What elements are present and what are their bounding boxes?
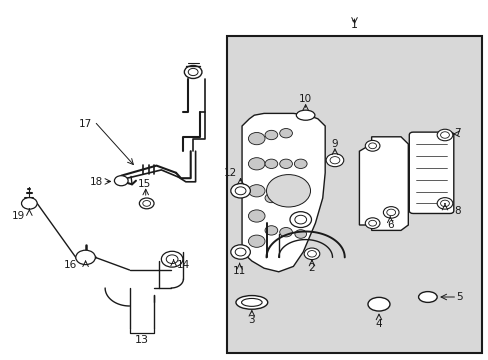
Circle shape (142, 201, 150, 206)
Circle shape (325, 154, 343, 167)
Ellipse shape (241, 298, 262, 306)
Circle shape (248, 235, 264, 247)
Circle shape (436, 129, 452, 141)
Circle shape (230, 184, 250, 198)
Circle shape (279, 159, 292, 168)
Circle shape (440, 200, 448, 207)
Circle shape (294, 230, 306, 238)
Circle shape (386, 209, 395, 216)
Polygon shape (242, 113, 325, 272)
Circle shape (368, 143, 376, 149)
Text: 19: 19 (12, 211, 25, 221)
Circle shape (21, 198, 37, 209)
Circle shape (294, 215, 306, 224)
Text: 12: 12 (224, 168, 237, 178)
Ellipse shape (236, 296, 267, 309)
Circle shape (188, 68, 198, 76)
Circle shape (166, 255, 178, 264)
Circle shape (304, 248, 319, 260)
Bar (227, 36, 481, 353)
Text: 2: 2 (308, 263, 315, 273)
Circle shape (114, 176, 128, 186)
Circle shape (365, 140, 379, 151)
Circle shape (248, 185, 264, 197)
Ellipse shape (296, 110, 314, 120)
Circle shape (307, 251, 316, 257)
Text: 14: 14 (176, 260, 190, 270)
Circle shape (264, 226, 277, 235)
Circle shape (235, 187, 245, 195)
Circle shape (279, 228, 292, 237)
Text: 18: 18 (90, 177, 103, 187)
Text: 9: 9 (331, 139, 338, 149)
Text: 16: 16 (64, 260, 78, 270)
Circle shape (383, 207, 398, 218)
Circle shape (279, 190, 292, 199)
Text: 1: 1 (350, 20, 357, 30)
Circle shape (235, 248, 245, 256)
Circle shape (161, 251, 183, 267)
Text: 4: 4 (375, 319, 382, 329)
Circle shape (230, 245, 250, 259)
Circle shape (440, 132, 448, 138)
Text: 5: 5 (455, 292, 462, 302)
Circle shape (294, 159, 306, 168)
Circle shape (436, 198, 452, 209)
Text: 8: 8 (453, 206, 460, 216)
Text: 11: 11 (232, 266, 246, 276)
Circle shape (266, 175, 310, 207)
Text: 17: 17 (79, 119, 92, 129)
Circle shape (264, 159, 277, 168)
Text: 7: 7 (453, 128, 460, 138)
Circle shape (248, 132, 264, 145)
Circle shape (139, 198, 154, 209)
Ellipse shape (367, 297, 389, 311)
Circle shape (329, 157, 339, 164)
Ellipse shape (418, 292, 436, 302)
Circle shape (184, 66, 202, 78)
Text: 10: 10 (299, 94, 311, 104)
Circle shape (264, 193, 277, 203)
Circle shape (289, 212, 311, 228)
Circle shape (248, 210, 264, 222)
Circle shape (365, 218, 379, 229)
Text: 3: 3 (248, 315, 255, 325)
Polygon shape (359, 137, 407, 230)
Circle shape (368, 220, 376, 226)
Text: 6: 6 (386, 220, 393, 230)
Circle shape (279, 129, 292, 138)
Text: 15: 15 (137, 179, 151, 189)
FancyBboxPatch shape (408, 132, 453, 213)
Circle shape (264, 130, 277, 140)
Circle shape (76, 250, 95, 265)
Text: 13: 13 (135, 335, 148, 345)
Circle shape (248, 158, 264, 170)
